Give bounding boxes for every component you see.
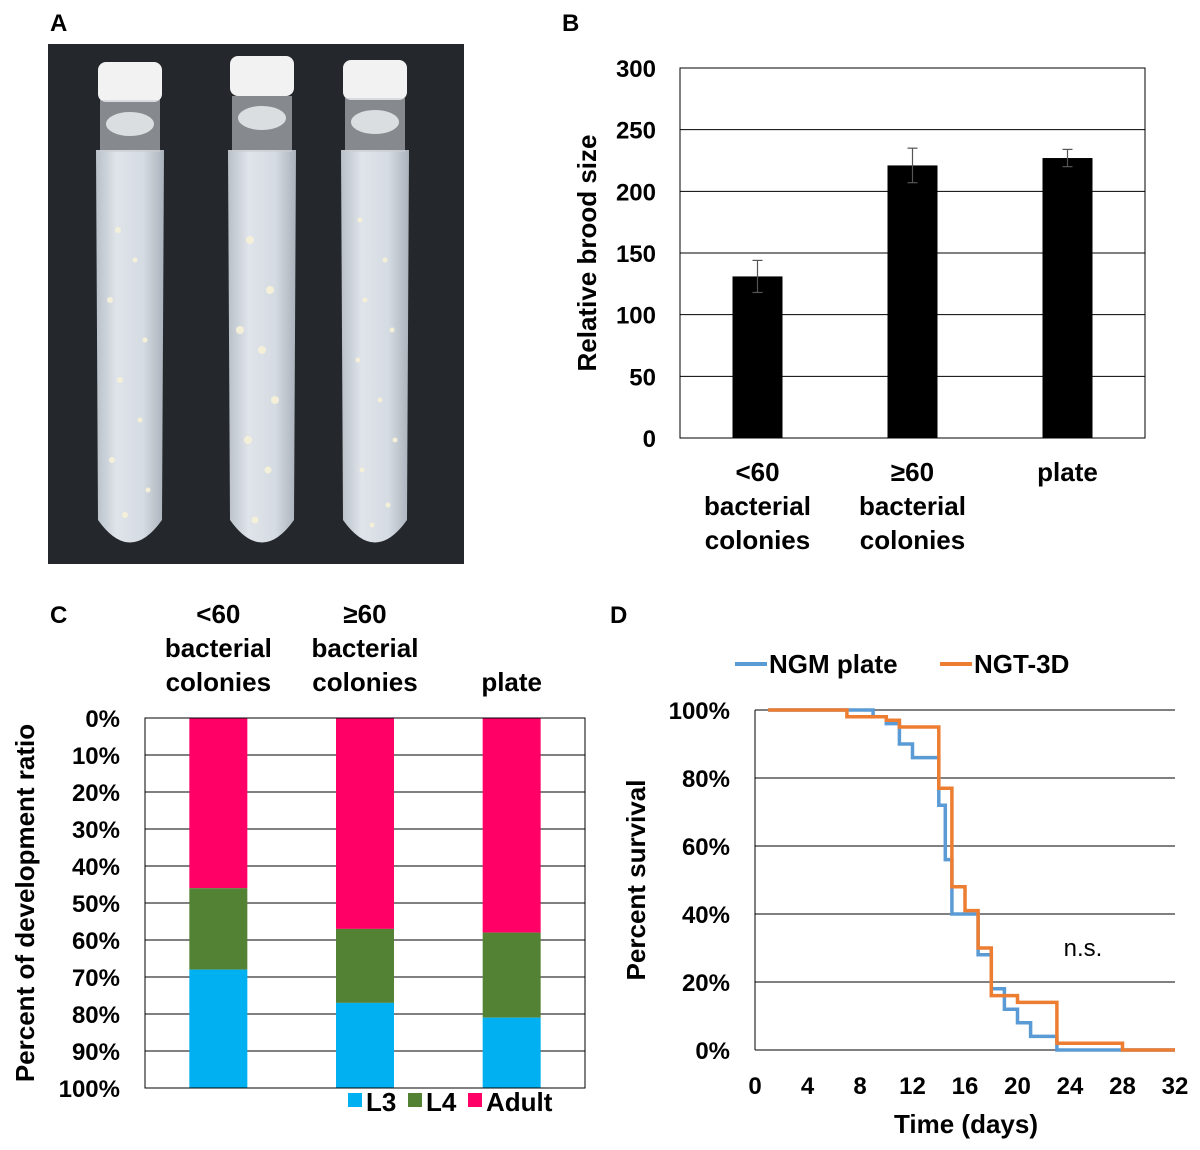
development-ratio-axis-title: Percent of development ratio (10, 724, 40, 1082)
y-tick-label: 90% (72, 1039, 120, 1066)
stacked-segment (189, 888, 248, 970)
y-tick-label: 40% (72, 854, 120, 881)
x-tick-label: 20 (1004, 1073, 1031, 1100)
category-label: colonies (312, 667, 417, 697)
tube-3 (341, 60, 409, 543)
category-label: bacterial (312, 633, 419, 663)
y-tick-label: 0 (643, 426, 656, 453)
category-label: <60 (735, 457, 779, 487)
brood-size-chart: Relative brood size 0 50 100 150 200 250 300 <6… (572, 56, 1146, 555)
x-tick-label: 16 (952, 1073, 979, 1100)
y-tick-label: 150 (616, 241, 656, 268)
tube-1 (96, 62, 164, 543)
category-label: ≥60 (891, 457, 934, 487)
x-tick-label: 0 (748, 1073, 761, 1100)
y-tick-label: 40% (682, 902, 730, 929)
bacterial-colonies (107, 217, 398, 528)
x-tick-label: 8 (853, 1073, 866, 1100)
x-tick-label: 4 (801, 1073, 815, 1100)
y-tick-label: 50% (72, 891, 120, 918)
category-label: plate (1037, 457, 1098, 487)
x-tick-label: 24 (1057, 1073, 1084, 1100)
x-tick-label: 32 (1162, 1073, 1189, 1100)
stacked-segment (336, 928, 394, 1003)
y-tick-label: 200 (616, 179, 656, 206)
survival-chart: Percent survival Time (days) n.s. 0% 20% 4… (621, 649, 1188, 1139)
category-label: ≥60 (343, 599, 386, 629)
category-label: colonies (860, 525, 965, 555)
plot-frame (144, 717, 586, 1089)
category-label: plate (481, 667, 542, 697)
y-tick-label: 100 (616, 303, 656, 330)
y-tick-label: 100% (669, 698, 730, 725)
category-label: bacterial (704, 491, 811, 521)
y-tick-label: 70% (72, 965, 120, 992)
stacked-segment (336, 718, 394, 929)
y-tick-label: 30% (72, 817, 120, 844)
panel-label-b: B (562, 10, 579, 37)
bar (1042, 158, 1093, 439)
y-tick-label: 20% (682, 970, 730, 997)
legend-label: NGM plate (769, 649, 898, 679)
category-label: colonies (166, 667, 271, 697)
test-tubes-photo (48, 44, 464, 564)
category-label: colonies (705, 525, 810, 555)
legend-label: L4 (426, 1087, 457, 1117)
category-label: bacterial (859, 491, 966, 521)
legend-label: Adult (486, 1087, 553, 1117)
legend-swatch (348, 1093, 362, 1107)
stacked-segment (482, 1017, 541, 1088)
y-tick-label: 300 (616, 56, 656, 83)
y-tick-label: 50 (629, 364, 656, 391)
survival-line (768, 708, 1175, 1052)
y-tick-label: 20% (72, 780, 120, 807)
time-axis-title: Time (days) (894, 1109, 1038, 1139)
legend-label: NGT-3D (974, 649, 1069, 679)
category-label: bacterial (165, 633, 272, 663)
tube-2 (228, 56, 296, 543)
x-tick-label: 28 (1109, 1073, 1136, 1100)
panel-label-a: A (50, 10, 67, 37)
bar (732, 276, 783, 438)
legend-swatch (408, 1093, 422, 1107)
y-tick-label: 100% (59, 1076, 120, 1103)
y-tick-label: 80% (72, 1002, 120, 1029)
y-tick-label: 0% (695, 1038, 730, 1065)
y-tick-label: 10% (72, 743, 120, 770)
y-tick-label: 80% (682, 766, 730, 793)
y-tick-label: 60% (72, 928, 120, 955)
legend-label: L3 (366, 1087, 396, 1117)
y-tick-label: 0% (85, 706, 120, 733)
development-ratio-chart: Percent of development ratio <60 bacteria… (10, 599, 586, 1117)
survival-line (768, 708, 1175, 1052)
stacked-segment (189, 969, 248, 1088)
y-tick-label: 250 (616, 118, 656, 145)
stacked-segment (482, 932, 541, 1018)
y-tick-label: 60% (682, 834, 730, 861)
panel-label-d: D (610, 602, 627, 629)
panel-label-c: C (50, 602, 67, 629)
stacked-segment (189, 718, 248, 889)
bar (887, 165, 938, 438)
significance-annotation: n.s. (1064, 935, 1103, 962)
legend-swatch (468, 1093, 482, 1107)
category-label: <60 (196, 599, 240, 629)
stacked-segment (482, 718, 541, 933)
survival-axis-title: Percent survival (621, 780, 651, 981)
x-tick-label: 12 (899, 1073, 926, 1100)
brood-size-axis-title: Relative brood size (572, 135, 602, 372)
stacked-segment (336, 1002, 394, 1088)
